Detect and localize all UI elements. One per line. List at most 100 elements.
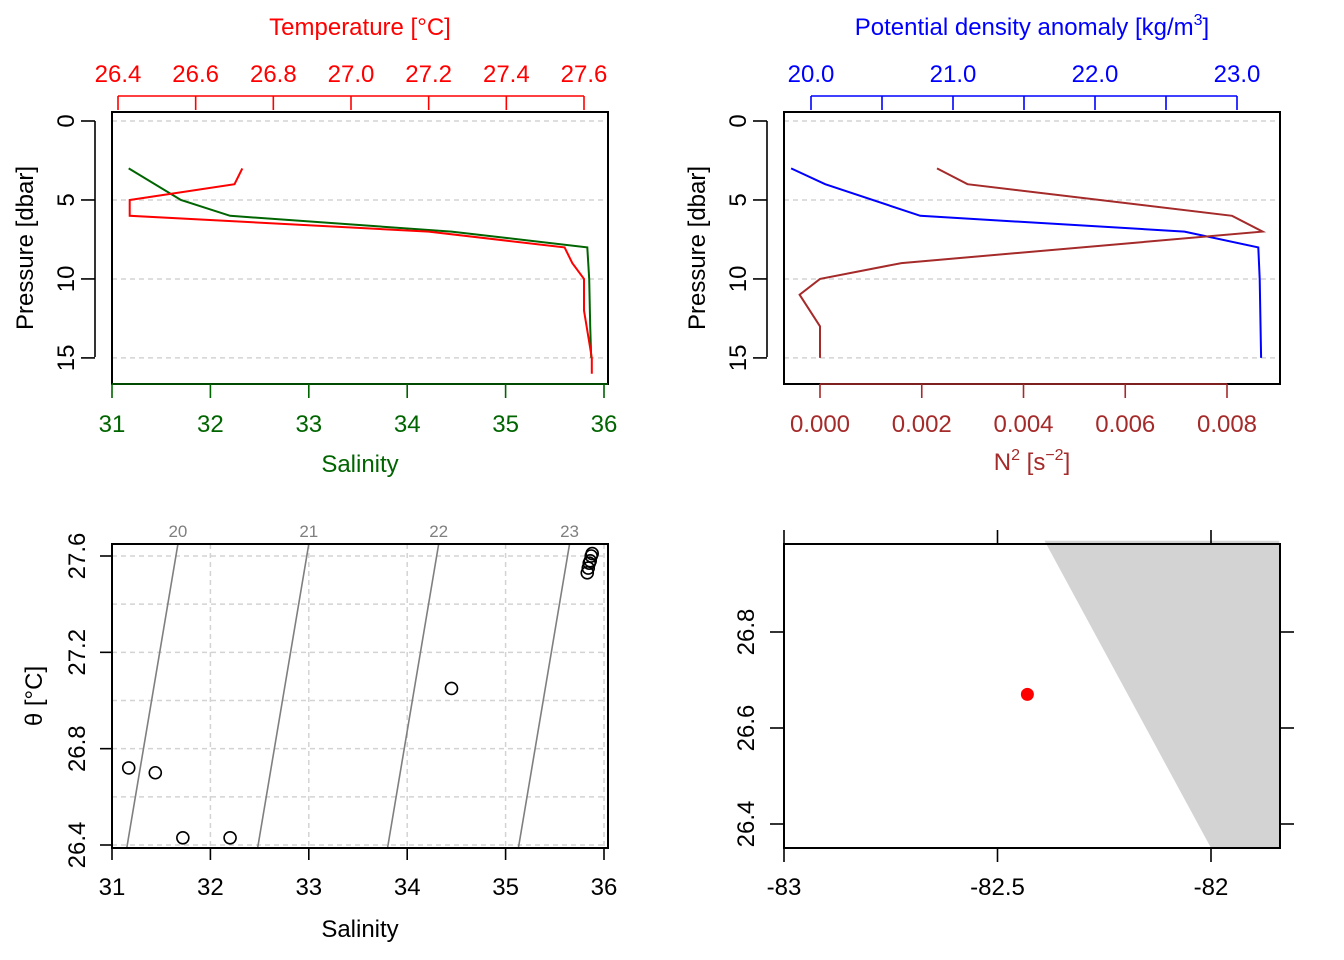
p1-left-tick-label: 0 xyxy=(53,114,80,127)
p2-density-line xyxy=(790,167,1263,358)
p4-x-tick-label: -82.5 xyxy=(970,874,1025,901)
p3-isopycnal-lines: 20 21 22 23 xyxy=(125,522,579,849)
p3-gridlines xyxy=(111,544,608,848)
p2-top-tick-label: 20.0 xyxy=(788,61,835,88)
p1-top-tick-label: 27.4 xyxy=(483,61,530,88)
p1-salinity-line xyxy=(128,167,593,358)
p2-gridlines xyxy=(784,120,1280,359)
p1-top-tick-label: 27.2 xyxy=(405,61,452,88)
p2-bottom-axis-label-end: ] xyxy=(1064,449,1071,476)
p2-left-tick-label: 15 xyxy=(725,345,752,372)
p1-gridlines xyxy=(112,120,608,359)
p2-bottom-axis-label-n: N xyxy=(994,449,1011,476)
p2-bottom-tick-label: 0.006 xyxy=(1095,411,1155,438)
p4-axis-ticks: -83 -82.5 -82 26.4 26.6 26.8 xyxy=(733,530,1294,901)
p1-bottom-tick-label: 33 xyxy=(295,411,322,438)
p3-y-tick-label: 27.6 xyxy=(64,533,91,580)
p1-bottom-tick-label: 32 xyxy=(197,411,224,438)
p3-point xyxy=(176,830,190,845)
p2-bottom-tick-label: 0.008 xyxy=(1197,411,1257,438)
p3-y-axis-label: θ [°C] xyxy=(21,666,48,726)
p2-left-tick-label: 0 xyxy=(725,114,752,127)
p4-y-tick-label: 26.4 xyxy=(733,801,760,848)
p2-bottom-axis-label-mid: [s xyxy=(1020,449,1045,476)
p3-axis-ticks: 31 32 33 34 35 36 26.4 26.8 27.2 27.6 xyxy=(64,533,617,901)
p3-x-tick-label: 36 xyxy=(591,874,618,901)
p3-isopycnal-label-21: 21 xyxy=(299,522,318,541)
p2-top-axis-label-text: Potential density anomaly [kg/m xyxy=(855,14,1194,41)
p4-land-area xyxy=(1044,540,1280,848)
p4-station-marker xyxy=(1020,687,1034,701)
p2-series-lines xyxy=(790,167,1267,358)
p2-bottom-axis-label-sup2: 2 xyxy=(1011,447,1020,464)
p3-x-tick-label: 33 xyxy=(295,874,322,901)
p3-data-points xyxy=(121,546,599,845)
p3-x-tick-label: 32 xyxy=(197,874,224,901)
p1-bottom-tick-label: 36 xyxy=(591,411,618,438)
p3-point xyxy=(121,761,136,775)
p1-bottom-tick-label: 34 xyxy=(394,411,421,438)
panel-density-n2: 20.0 21.0 22.0 23.0 0.000 0.002 0.004 0.006 0.00… xyxy=(684,12,1281,476)
p3-x-tick-label: 34 xyxy=(394,874,421,901)
p2-bottom-axis-label-supm2: −2 xyxy=(1045,447,1063,464)
p1-bottom-axis-label: Salinity xyxy=(321,451,398,478)
p1-top-tick-label: 27.6 xyxy=(561,61,608,88)
p3-point xyxy=(223,830,237,845)
p3-y-tick-label: 27.2 xyxy=(64,629,91,676)
p2-top-tick-label: 21.0 xyxy=(930,61,977,88)
p3-x-tick-label: 31 xyxy=(99,874,126,901)
p1-left-tick-label: 10 xyxy=(53,266,80,293)
p3-point xyxy=(444,681,459,696)
p1-plot-frame xyxy=(111,111,609,385)
p3-isopycnal-23 xyxy=(517,543,571,849)
panel-temperature-salinity: 26.4 26.6 26.8 27.0 27.2 27.4 27.6 31 32 33 34 35 36… xyxy=(12,14,617,478)
p4-y-tick-label: 26.6 xyxy=(733,705,760,752)
p3-y-tick-label: 26.8 xyxy=(64,725,91,772)
p3-point xyxy=(583,554,598,568)
panel-station-map: -83 -82.5 -82 26.4 26.6 26.8 xyxy=(733,530,1294,901)
p3-y-tick-label: 26.4 xyxy=(64,822,91,869)
p4-y-tick-label: 26.8 xyxy=(733,609,760,656)
p2-axis-ticks: 20.0 21.0 22.0 23.0 0.000 0.002 0.004 0.006 0.00… xyxy=(725,61,1260,438)
p3-isopycnal-22 xyxy=(386,543,440,849)
p2-top-axis-label-end: ] xyxy=(1203,14,1210,41)
p2-n2-line xyxy=(798,167,1267,358)
p3-isopycnal-21 xyxy=(256,543,310,849)
p2-bottom-axis-label: N2 [s−2] xyxy=(994,447,1071,476)
p2-left-axis-label: Pressure [dbar] xyxy=(684,166,711,330)
p3-isopycnal-20 xyxy=(125,543,179,849)
p1-axis-ticks: 26.4 26.6 26.8 27.0 27.2 27.4 27.6 31 32 33 34 35 36… xyxy=(53,61,617,438)
p1-left-axis-label: Pressure [dbar] xyxy=(12,166,39,330)
p3-x-axis-label: Salinity xyxy=(321,916,398,943)
p2-bottom-tick-label: 0.000 xyxy=(790,411,850,438)
p2-left-tick-label: 10 xyxy=(725,266,752,293)
p2-bottom-tick-label: 0.004 xyxy=(993,411,1053,438)
p2-top-axis-label-sup: 3 xyxy=(1194,12,1203,29)
p2-left-tick-label: 5 xyxy=(725,193,752,206)
panel-ts-diagram: 20 21 22 23 31 32 33 34 35 36 26.4 26.8 27.2 27.6 Sa… xyxy=(21,522,617,943)
p2-bottom-tick-label: 0.002 xyxy=(892,411,952,438)
p1-series-lines xyxy=(128,167,593,374)
p1-top-tick-label: 26.6 xyxy=(172,61,219,88)
p2-top-axis-label: Potential density anomaly [kg/m3] xyxy=(855,12,1209,41)
p3-isopycnal-label-23: 23 xyxy=(560,522,579,541)
p2-top-tick-label: 23.0 xyxy=(1214,61,1261,88)
p1-top-axis-label: Temperature [°C] xyxy=(269,14,451,41)
p1-bottom-tick-label: 35 xyxy=(492,411,519,438)
p2-plot-frame xyxy=(783,111,1281,385)
p1-top-tick-label: 27.0 xyxy=(328,61,375,88)
p4-x-tick-label: -82 xyxy=(1194,874,1229,901)
p1-bottom-tick-label: 31 xyxy=(99,411,126,438)
p3-x-tick-label: 35 xyxy=(492,874,519,901)
p3-point xyxy=(585,546,599,561)
p1-top-tick-label: 26.8 xyxy=(250,61,297,88)
p1-left-tick-label: 15 xyxy=(53,345,80,372)
p1-top-tick-label: 26.4 xyxy=(95,61,142,88)
p3-isopycnal-label-22: 22 xyxy=(429,522,448,541)
p3-plot-frame xyxy=(111,543,609,849)
p4-plot-frame xyxy=(783,543,1281,849)
p3-isopycnal-label-20: 20 xyxy=(168,522,187,541)
p4-x-tick-label: -83 xyxy=(767,874,802,901)
p1-left-tick-label: 5 xyxy=(53,193,80,206)
